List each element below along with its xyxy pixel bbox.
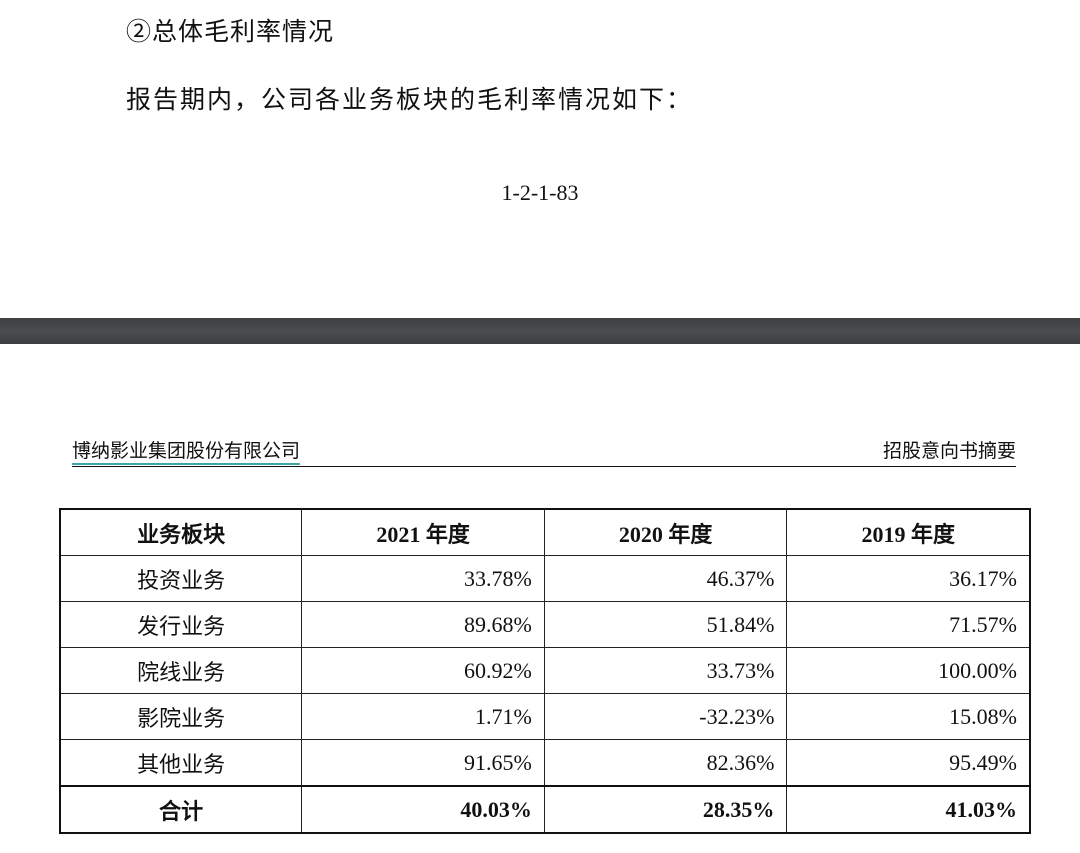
segment-cell: 发行业务 (59, 601, 303, 648)
margin-2020-cell: 46.37% (543, 555, 788, 602)
company-name-link[interactable]: 博纳影业集团股份有限公司 (72, 440, 301, 465)
segment-cell: 影院业务 (59, 693, 303, 740)
segment-cell: 投资业务 (59, 555, 303, 602)
margin-2021-cell: 33.78% (301, 555, 545, 602)
page-break-divider (0, 318, 1080, 344)
table-row: 发行业务 89.68% 51.84% 71.57% (59, 601, 1031, 648)
table-row: 影院业务 1.71% -32.23% 15.08% (59, 693, 1031, 740)
margin-2020-cell: 51.84% (543, 601, 788, 648)
margin-2020-cell: 82.36% (543, 739, 788, 787)
total-2021-cell: 40.03% (301, 785, 545, 834)
total-label-cell: 合计 (59, 785, 303, 834)
total-2020-cell: 28.35% (543, 785, 788, 834)
column-header-2021: 2021 年度 (301, 508, 545, 556)
table-row: 院线业务 60.92% 33.73% 100.00% (59, 647, 1031, 694)
table-total-row: 合计 40.03% 28.35% 41.03% (59, 785, 1031, 834)
page-number: 1-2-1-83 (501, 180, 579, 205)
margin-2019-cell: 71.57% (786, 601, 1031, 648)
segment-cell: 其他业务 (59, 739, 303, 787)
document-header: 博纳影业集团股份有限公司 招股意向书摘要 (72, 440, 1016, 467)
column-header-2019: 2019 年度 (786, 508, 1031, 556)
margin-2019-cell: 15.08% (786, 693, 1031, 740)
table-row: 其他业务 91.65% 82.36% 95.49% (59, 739, 1031, 787)
margin-2021-cell: 91.65% (301, 739, 545, 787)
column-header-2020: 2020 年度 (543, 508, 788, 556)
margin-2019-cell: 100.00% (786, 647, 1031, 694)
margin-2021-cell: 60.92% (301, 647, 545, 694)
segment-cell: 院线业务 (59, 647, 303, 694)
margin-2020-cell: 33.73% (543, 647, 788, 694)
table-header-row: 业务板块 2021 年度 2020 年度 2019 年度 (59, 508, 1031, 556)
gross-margin-table: 业务板块 2021 年度 2020 年度 2019 年度 投资业务 33.78%… (59, 508, 1031, 834)
column-header-segment: 业务板块 (59, 508, 303, 556)
total-2019-cell: 41.03% (786, 785, 1031, 834)
margin-2020-cell: -32.23% (543, 693, 788, 740)
margin-2021-cell: 1.71% (301, 693, 545, 740)
margin-2019-cell: 95.49% (786, 739, 1031, 787)
document-title: 招股意向书摘要 (882, 440, 1016, 462)
table-row: 投资业务 33.78% 46.37% 36.17% (59, 555, 1031, 602)
margin-2021-cell: 89.68% (301, 601, 545, 648)
section-heading: ②总体毛利率情况 (126, 17, 335, 46)
intro-paragraph: 报告期内，公司各业务板块的毛利率情况如下： (126, 85, 694, 114)
margin-2019-cell: 36.17% (786, 555, 1031, 602)
